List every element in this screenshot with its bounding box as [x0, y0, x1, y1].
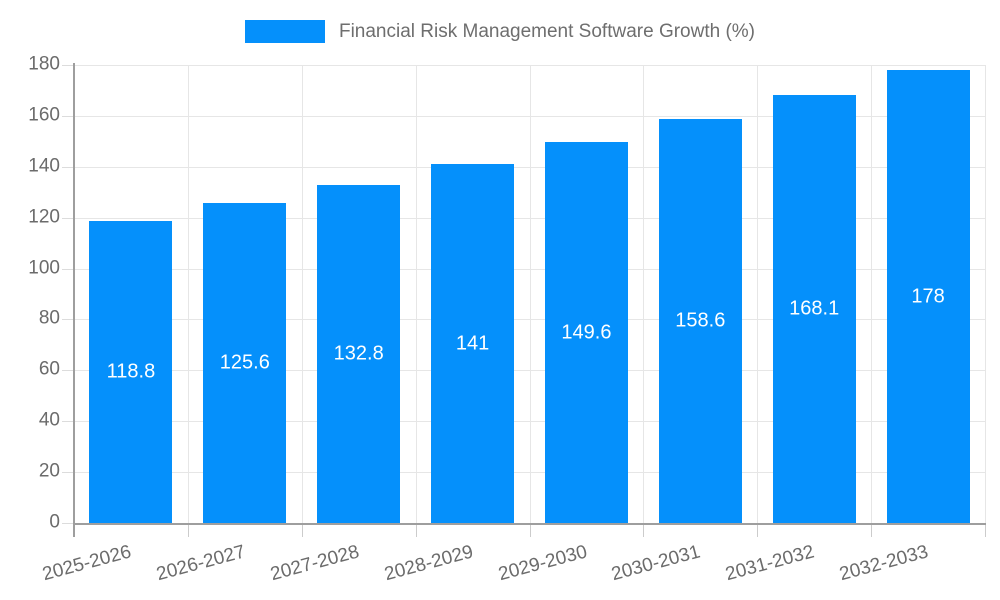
bar[interactable]: [203, 203, 287, 523]
gridline-vertical: [415, 65, 417, 523]
y-axis-tick-label: 160: [28, 104, 60, 126]
bar-value-label: 118.8: [106, 360, 156, 383]
y-axis-tick-mark: [62, 523, 74, 524]
gridline-vertical: [187, 65, 189, 523]
y-axis-tick-mark: [62, 115, 74, 117]
bar-value-label: 125.6: [219, 351, 270, 374]
y-axis-tick-mark: [62, 319, 74, 321]
y-axis-tick-label: 60: [38, 358, 60, 380]
x-axis-category-label: 2025-2026: [40, 541, 134, 586]
legend-swatch-icon: [244, 20, 325, 43]
y-axis-tick-label: 140: [28, 155, 60, 177]
y-axis-tick-label: 120: [28, 206, 60, 228]
y-axis-tick-mark: [62, 166, 74, 168]
legend-label: Financial Risk Management Software Growt…: [338, 20, 756, 42]
y-axis-tick-label: 40: [38, 409, 60, 431]
gridline-vertical: [757, 65, 759, 523]
x-axis-category-label: 2030-2031: [609, 541, 703, 586]
gridline-vertical: [529, 65, 531, 523]
bar-value-label: 168.1: [789, 297, 840, 320]
y-axis-tick-mark: [62, 370, 74, 372]
bar[interactable]: [89, 220, 173, 523]
x-axis-line: [73, 523, 986, 525]
x-axis-tick-mark: [187, 525, 189, 537]
bar-value-label: 132.8: [333, 342, 384, 365]
bar-value-label: 178: [911, 285, 945, 308]
gridline-vertical: [643, 65, 645, 523]
bar-value-label: 149.6: [561, 321, 612, 344]
x-axis-tick-mark: [985, 525, 986, 537]
gridline-vertical: [985, 65, 986, 523]
bar[interactable]: [658, 119, 742, 523]
x-axis-tick-mark: [529, 525, 531, 537]
bar[interactable]: [886, 70, 970, 523]
bar[interactable]: [544, 142, 628, 523]
x-axis-tick-mark: [301, 525, 303, 537]
x-axis-category-label: 2028-2029: [381, 541, 476, 586]
y-axis-tick-mark: [62, 217, 74, 219]
y-axis-tick-label: 80: [38, 307, 60, 329]
x-axis-category-label: 2029-2030: [495, 541, 590, 586]
y-axis-tick-label: 20: [38, 460, 60, 482]
y-axis-tick-label: 180: [28, 53, 60, 75]
y-axis-line: [73, 63, 75, 537]
y-axis-tick-mark: [62, 268, 74, 270]
x-axis-tick-mark: [415, 525, 417, 537]
bar-value-label: 141: [455, 332, 490, 355]
x-axis-tick-mark: [757, 525, 759, 537]
x-axis-tick-mark: [643, 525, 645, 537]
gridline-vertical: [871, 65, 873, 523]
gridline-vertical: [301, 65, 303, 523]
x-axis-category-label: 2031-2032: [723, 541, 817, 586]
y-axis-tick-mark: [62, 472, 74, 474]
x-axis-category-label: 2032-2033: [837, 541, 931, 586]
x-axis-category-label: 2027-2028: [268, 541, 362, 586]
x-axis-category-label: 2026-2027: [154, 541, 248, 586]
y-axis-tick-mark: [62, 65, 74, 66]
y-axis-tick-label: 100: [28, 257, 60, 279]
bar[interactable]: [317, 185, 401, 523]
bar[interactable]: [431, 164, 515, 523]
bar[interactable]: [772, 95, 856, 523]
legend: Financial Risk Management Software Growt…: [0, 20, 1000, 43]
bar-value-label: 158.6: [675, 309, 726, 332]
x-axis-tick-mark: [871, 525, 873, 537]
y-axis-tick-label: 0: [49, 511, 60, 533]
y-axis-tick-mark: [62, 421, 74, 423]
